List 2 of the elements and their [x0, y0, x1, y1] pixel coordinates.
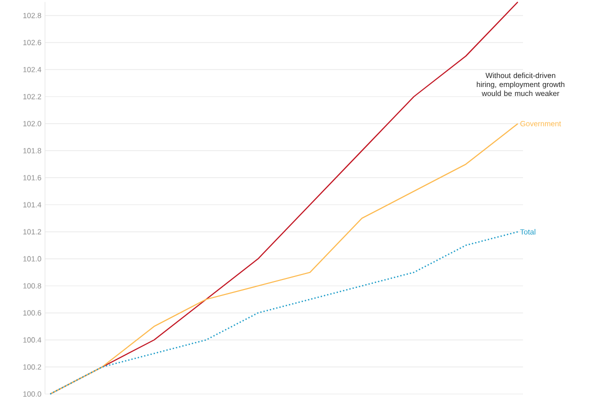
line-series	[50, 123, 518, 395]
line-series	[50, 231, 518, 395]
